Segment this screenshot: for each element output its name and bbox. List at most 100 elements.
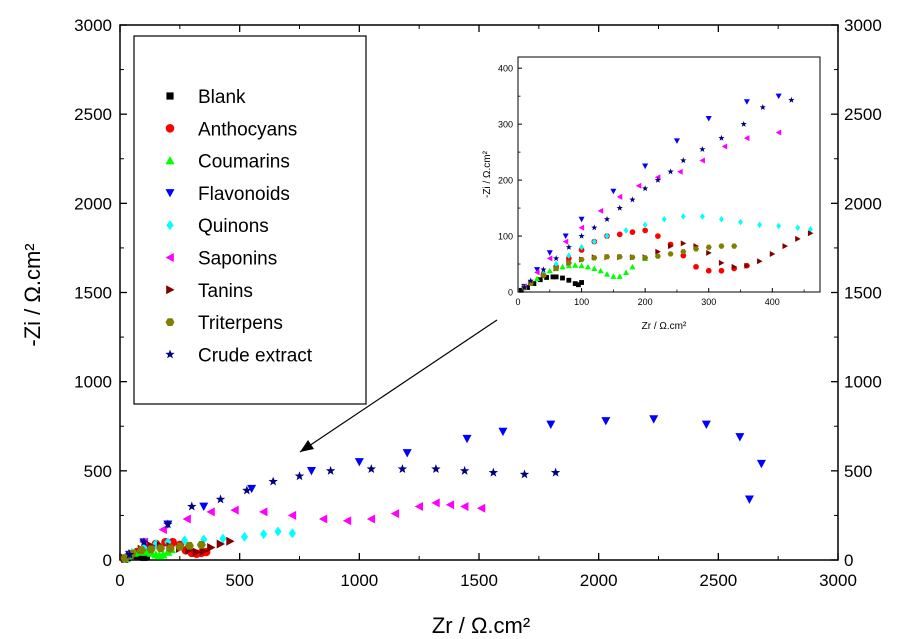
data-point: [268, 476, 278, 486]
inset-data-point: [629, 263, 636, 270]
y-tick-label: 2000: [74, 194, 112, 213]
inset-data-point: [540, 272, 547, 278]
inset-data-point: [578, 216, 585, 223]
inset-data-point: [623, 269, 630, 275]
legend-label: Anthocyans: [198, 119, 297, 140]
inset-data-point: [788, 96, 795, 103]
inset-data-point: [534, 267, 541, 273]
data-point: [397, 464, 408, 474]
inset-y-tick-label: 400: [498, 64, 513, 74]
data-point: [649, 415, 659, 424]
inset-data-point: [531, 281, 537, 287]
inset-data-point: [757, 221, 762, 229]
inset-data-point: [566, 252, 572, 259]
inset-data-point: [572, 262, 579, 268]
data-point: [137, 546, 147, 555]
data-point: [498, 427, 508, 437]
legend-marker: [166, 220, 174, 231]
inset-data-point: [731, 263, 738, 270]
data-point: [181, 535, 189, 546]
inset-data-point: [616, 204, 623, 211]
legend-marker: [166, 285, 175, 295]
inset-x-axis-label: Zr / Ω.cm²: [642, 321, 687, 332]
data-point: [402, 449, 412, 458]
inset-x-tick-label: 100: [574, 297, 589, 307]
inset-data-point: [775, 93, 782, 100]
legend-label: Blank: [198, 87, 246, 108]
data-point: [230, 505, 239, 515]
data-point: [318, 514, 328, 524]
inset-data-point: [743, 135, 750, 142]
series-flavonoids: [125, 415, 766, 560]
y-tick-label: 3000: [74, 16, 112, 35]
data-point: [462, 434, 472, 444]
inset-data-point: [553, 265, 560, 272]
data-point: [146, 545, 156, 554]
inset-y-tick-label: 0: [508, 288, 513, 298]
inset-data-point: [629, 229, 636, 235]
inset-data-point: [562, 238, 569, 245]
inset-y-tick-label: 300: [498, 120, 513, 130]
data-point: [287, 510, 297, 520]
inset-series-blank: [518, 274, 584, 293]
inset-x-tick-label: 200: [638, 297, 653, 307]
data-point: [366, 464, 377, 474]
inset-data-point: [738, 218, 743, 226]
inset-data-point: [562, 233, 569, 240]
y-tick-label: 1000: [74, 373, 112, 392]
inset-data-point: [579, 280, 584, 285]
inset-data-point: [616, 193, 623, 200]
inset-data-point: [550, 274, 556, 280]
series-crude-extract: [124, 464, 561, 559]
inset-arrow: [299, 319, 498, 453]
inset-data-point: [546, 255, 553, 262]
inset-series-crude-extract: [521, 96, 795, 291]
data-point: [242, 485, 252, 495]
inset-data-point: [642, 163, 649, 170]
inset-data-point: [654, 253, 661, 259]
inset-data-point: [597, 207, 604, 214]
data-point: [306, 467, 316, 476]
data-point: [519, 469, 530, 479]
inset-data-point: [776, 222, 782, 230]
inset-x-tick-label: 0: [515, 297, 520, 307]
inset-data-point: [769, 250, 776, 257]
inset-frame: [517, 56, 821, 293]
data-point: [215, 494, 226, 504]
data-point: [735, 433, 745, 442]
y2-tick-label: 2500: [844, 105, 882, 124]
data-point: [199, 546, 209, 556]
y2-tick-label: 3000: [844, 16, 882, 35]
inset-data-point: [642, 227, 649, 234]
data-point: [546, 420, 556, 429]
data-point: [240, 531, 249, 542]
data-point: [192, 547, 202, 557]
inset-data-point: [635, 182, 642, 189]
data-point: [390, 509, 400, 519]
legend-label: Flavonoids: [198, 184, 290, 205]
data-point: [550, 467, 561, 477]
inset-data-point: [597, 267, 604, 274]
data-point: [206, 507, 215, 517]
y-axis-label: -Zi / Ω.cm²: [20, 243, 45, 346]
inset-data-point: [642, 221, 648, 229]
inset-data-point: [591, 238, 597, 245]
inset-data-point: [553, 255, 560, 262]
inset-data-point: [578, 232, 585, 239]
x-tick-label: 1500: [460, 571, 498, 590]
y2-tick-label: 2000: [844, 194, 882, 213]
legend-label: Quinons: [198, 216, 269, 237]
data-point: [182, 514, 191, 524]
inset-x-tick-label: 300: [701, 297, 716, 307]
data-point: [354, 458, 364, 467]
inset-data-point: [654, 174, 661, 181]
inset-data-point: [718, 134, 725, 141]
main-plot-area: [120, 415, 766, 564]
inset-data-point: [546, 267, 553, 274]
x-tick-label: 3000: [819, 571, 857, 590]
inset-data-point: [584, 263, 591, 270]
data-point: [156, 544, 166, 553]
legend-marker: [165, 349, 175, 359]
arrow-line: [299, 319, 498, 453]
legend-marker: [165, 124, 175, 133]
